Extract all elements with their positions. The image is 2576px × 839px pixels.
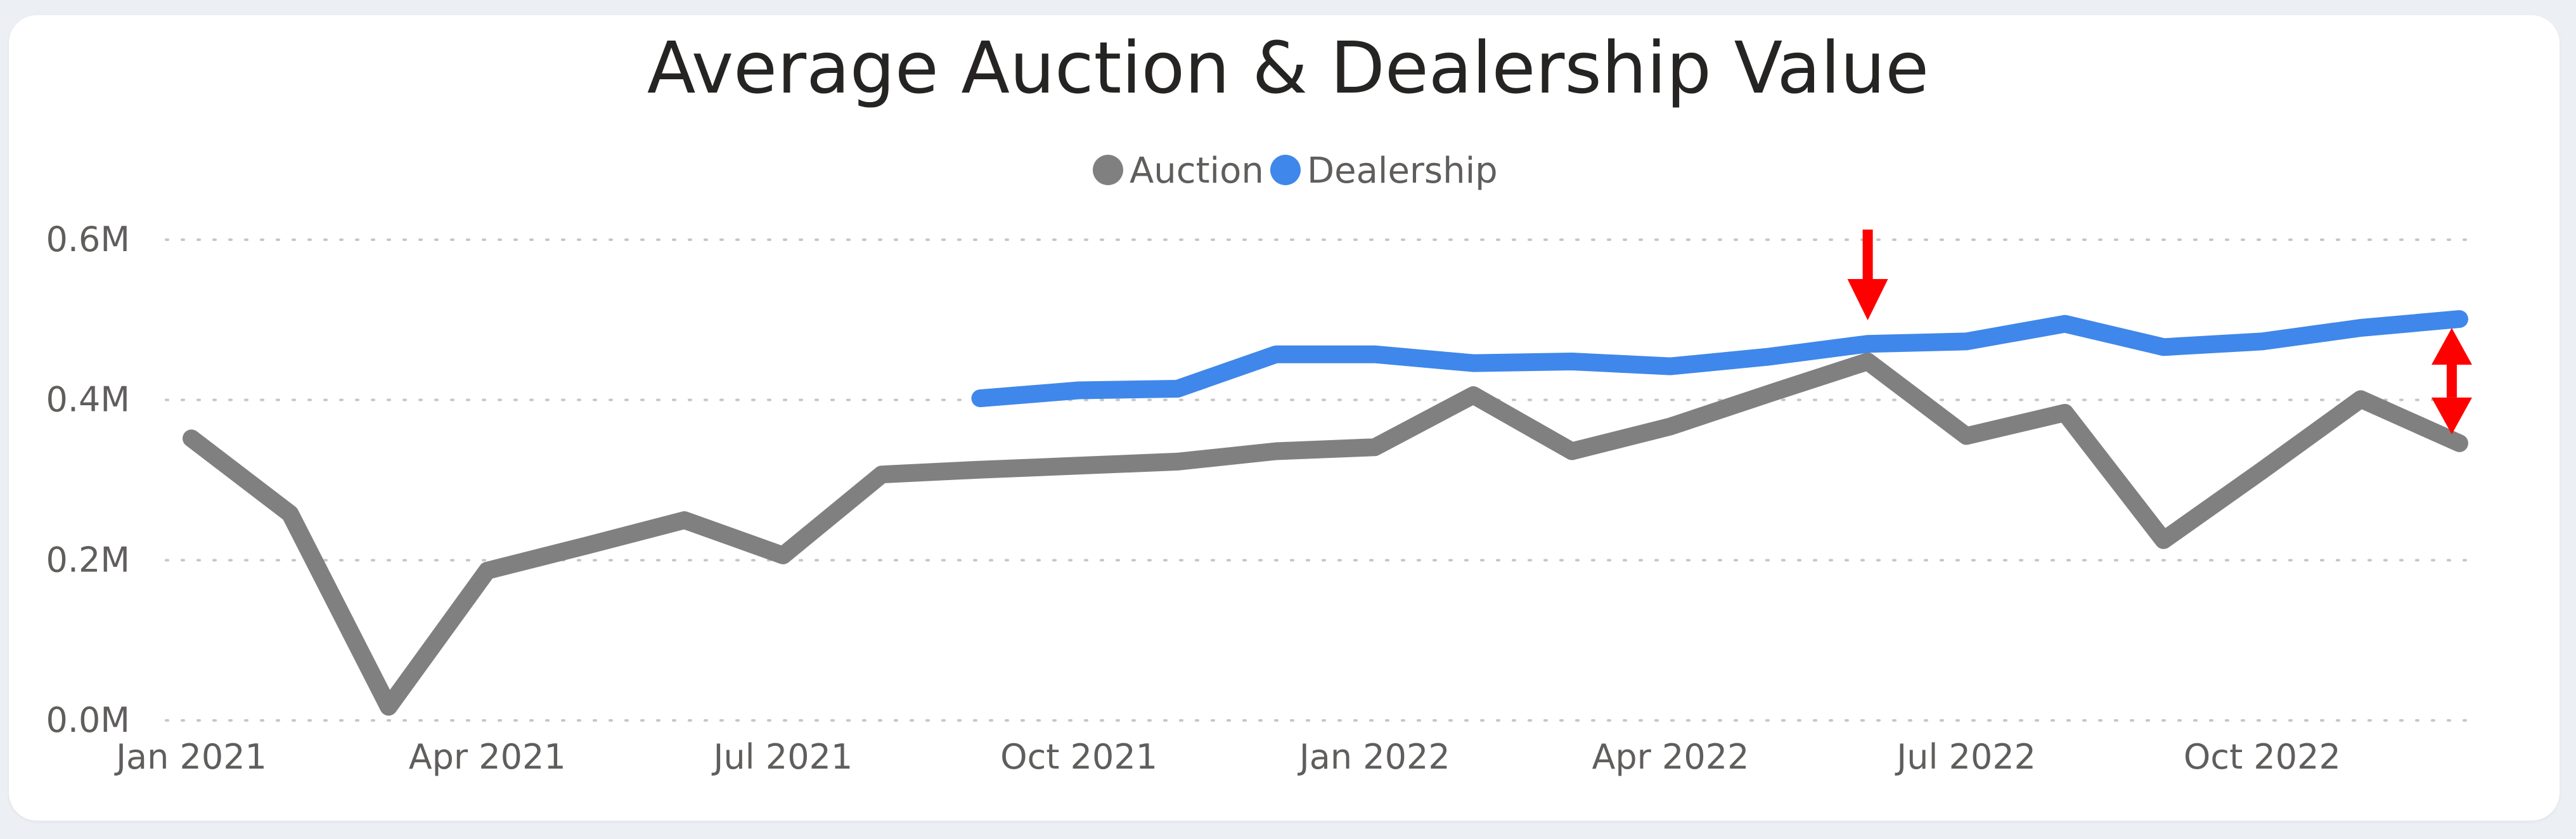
x-tick-label: Jul 2021 xyxy=(712,737,853,777)
y-tick-label: 0.2M xyxy=(46,540,130,580)
down-arrow-head xyxy=(1847,279,1888,320)
legend[interactable]: Auction Dealership xyxy=(1093,150,1498,192)
x-tick-label: Apr 2022 xyxy=(1592,737,1749,777)
x-tick-label: Jan 2021 xyxy=(114,737,267,777)
gap-arrow-head-up xyxy=(2431,328,2472,365)
x-axis: Jan 2021 Apr 2021 Jul 2021 Oct 2021 Jan 2022… xyxy=(114,737,2341,777)
legend-marker-dealership xyxy=(1270,155,1301,185)
annotations xyxy=(1847,230,2472,434)
y-tick-label: 0.4M xyxy=(46,380,130,420)
series-line-dealership xyxy=(971,310,2468,408)
y-tick-label: 0.6M xyxy=(46,219,130,259)
legend-label-dealership: Dealership xyxy=(1307,150,1498,192)
legend-label-auction: Auction xyxy=(1130,150,1264,192)
chart-card xyxy=(9,15,2560,821)
y-tick-label: 0.0M xyxy=(46,700,130,740)
down-arrow-annotation xyxy=(1847,230,1888,320)
legend-marker-auction xyxy=(1093,155,1123,185)
gap-arrow-shaft xyxy=(2447,363,2457,398)
x-tick-label: Oct 2021 xyxy=(1000,737,1157,777)
chart-title: Average Auction & Dealership Value xyxy=(647,27,1929,110)
down-arrow-shaft xyxy=(1862,230,1873,280)
series-lines xyxy=(183,310,2468,716)
x-tick-label: Jul 2022 xyxy=(1895,737,2036,777)
gap-arrow-annotation xyxy=(2431,328,2472,434)
x-tick-label: Jan 2022 xyxy=(1298,737,1450,777)
gap-arrow-head-down xyxy=(2431,397,2472,434)
y-axis: 0.0M 0.2M 0.4M 0.6M xyxy=(46,219,130,740)
series-line-auction xyxy=(183,353,2468,716)
x-tick-label: Oct 2022 xyxy=(2184,737,2341,777)
x-tick-label: Apr 2021 xyxy=(409,737,566,777)
